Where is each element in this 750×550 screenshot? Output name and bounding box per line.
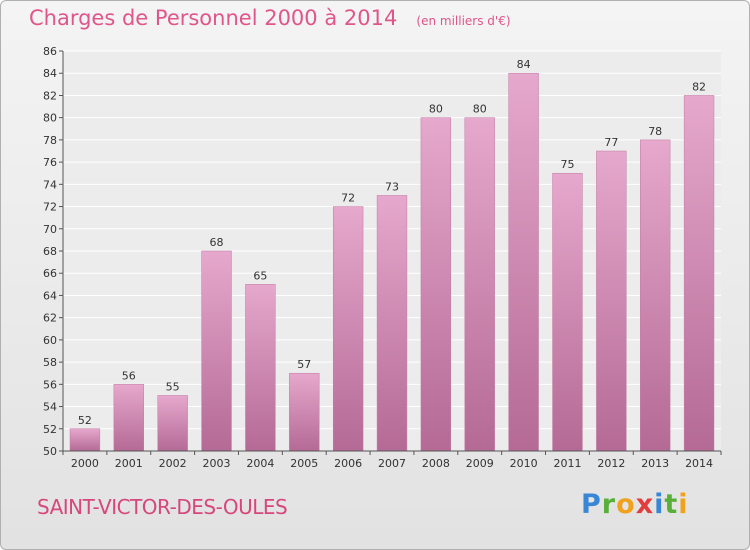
chart-title: Charges de Personnel 2000 à 2014	[29, 6, 398, 30]
y-tick-label: 60	[43, 334, 57, 347]
value-label: 75	[560, 158, 574, 171]
value-labels: 52 56 55 68 65 57 72 73 80 80 84 75 77 78 82	[78, 58, 706, 427]
logo-letter: o	[616, 489, 636, 520]
x-tick-labels: 2000 2001 2002 2003 2004 2005 2006 2007 2008 2009…	[62, 451, 722, 470]
logo-letter: i	[678, 489, 689, 520]
logo-letter: x	[635, 489, 655, 520]
logo-letter: i	[654, 489, 665, 520]
value-label: 78	[648, 125, 662, 138]
y-tick-label: 50	[43, 445, 57, 458]
x-tick-label: 2012	[597, 457, 625, 470]
y-tick-labels: 50 52 54 56 58 60 62 64 66 68 70 72 74 76 78 80 82 84 86	[43, 45, 63, 458]
value-label: 57	[297, 358, 311, 371]
y-tick-label: 64	[43, 289, 57, 302]
x-tick-label: 2008	[422, 457, 450, 470]
y-tick-label: 78	[43, 134, 57, 147]
bar	[596, 150, 627, 452]
value-label: 73	[385, 180, 399, 193]
y-tick-label: 62	[43, 312, 57, 325]
y-tick-label: 54	[43, 401, 57, 414]
value-label: 77	[604, 136, 618, 149]
value-label: 84	[517, 58, 531, 71]
bar	[420, 117, 452, 452]
x-tick-label: 2002	[159, 457, 187, 470]
proxiti-logo: Proxiti	[581, 489, 689, 520]
bar	[289, 372, 320, 452]
y-tick-label: 58	[43, 356, 57, 369]
y-tick-label: 72	[43, 201, 57, 214]
logo-letter: P	[581, 489, 602, 520]
bars	[69, 72, 715, 452]
y-tick-label: 70	[43, 223, 57, 236]
y-tick-label: 86	[43, 45, 57, 58]
bar	[683, 95, 715, 452]
bar	[640, 139, 671, 452]
title-line: Charges de Personnel 2000 à 2014 (en mil…	[29, 6, 511, 30]
x-tick-label: 2001	[115, 457, 143, 470]
y-tick-label: 56	[43, 378, 57, 391]
bar	[552, 172, 583, 452]
bar	[245, 284, 276, 452]
x-tick-label: 2011	[553, 457, 581, 470]
y-tick-label: 76	[43, 156, 57, 169]
y-tick-label: 82	[43, 89, 57, 102]
logo-letter: t	[664, 489, 679, 520]
bar	[157, 395, 188, 452]
x-tick-label: 2004	[246, 457, 274, 470]
bar	[69, 428, 101, 452]
value-label: 72	[341, 192, 355, 205]
chart-subtitle: (en milliers d'€)	[416, 14, 511, 28]
y-tick-label: 74	[43, 178, 57, 191]
x-tick-label: 2010	[510, 457, 538, 470]
bar	[508, 72, 539, 452]
value-label: 52	[78, 414, 92, 427]
commune-name: SAINT-VICTOR-DES-OULES	[37, 495, 288, 519]
bar	[376, 195, 408, 452]
x-tick-label: 2014	[685, 457, 713, 470]
value-label: 82	[692, 80, 706, 93]
x-tick-label: 2006	[334, 457, 362, 470]
bar	[332, 206, 364, 452]
value-label: 68	[210, 236, 224, 249]
x-tick-label: 2005	[290, 457, 318, 470]
value-label: 80	[473, 103, 487, 116]
y-tick-label: 80	[43, 112, 57, 125]
value-label: 65	[253, 269, 267, 282]
logo-letter: r	[601, 489, 617, 520]
bar	[113, 384, 144, 452]
y-tick-label: 66	[43, 267, 57, 280]
x-tick-label: 2013	[641, 457, 669, 470]
y-tick-label: 52	[43, 423, 57, 436]
x-tick-label: 2009	[466, 457, 494, 470]
value-label: 80	[429, 103, 443, 116]
value-label: 56	[122, 369, 136, 382]
bar	[201, 250, 232, 452]
value-label: 55	[166, 380, 180, 393]
x-tick-label: 2000	[71, 457, 99, 470]
bar	[464, 117, 495, 452]
y-tick-label: 84	[43, 67, 57, 80]
y-tick-label: 68	[43, 245, 57, 258]
x-tick-label: 2007	[378, 457, 406, 470]
x-tick-label: 2003	[203, 457, 231, 470]
